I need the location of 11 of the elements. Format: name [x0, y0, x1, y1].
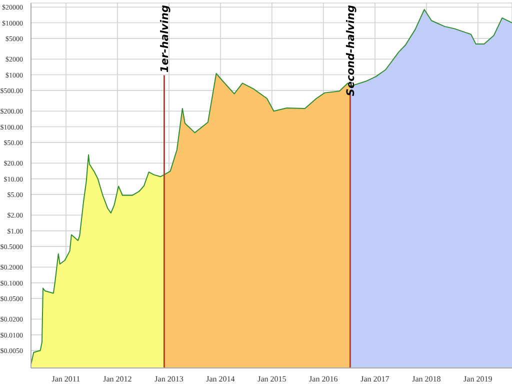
ref-line-label: 1er-halving	[159, 4, 172, 73]
x-tick-label: Jan 2012	[103, 374, 132, 384]
x-tick-label: Jan 2014	[206, 374, 235, 384]
x-tick-label: Jan 2011	[52, 374, 80, 384]
x-tick-label: Jan 2015	[258, 374, 286, 384]
x-tick-label: Jan 2013	[154, 374, 184, 384]
ref-line-label: Second-halving	[345, 4, 358, 96]
x-tick-label: Jan 2017	[360, 374, 390, 384]
x-tick-label: Jan 2019	[464, 374, 492, 384]
x-tick-label: Jan 2018	[412, 374, 441, 384]
x-tick-label: Jan 2016	[309, 374, 338, 384]
